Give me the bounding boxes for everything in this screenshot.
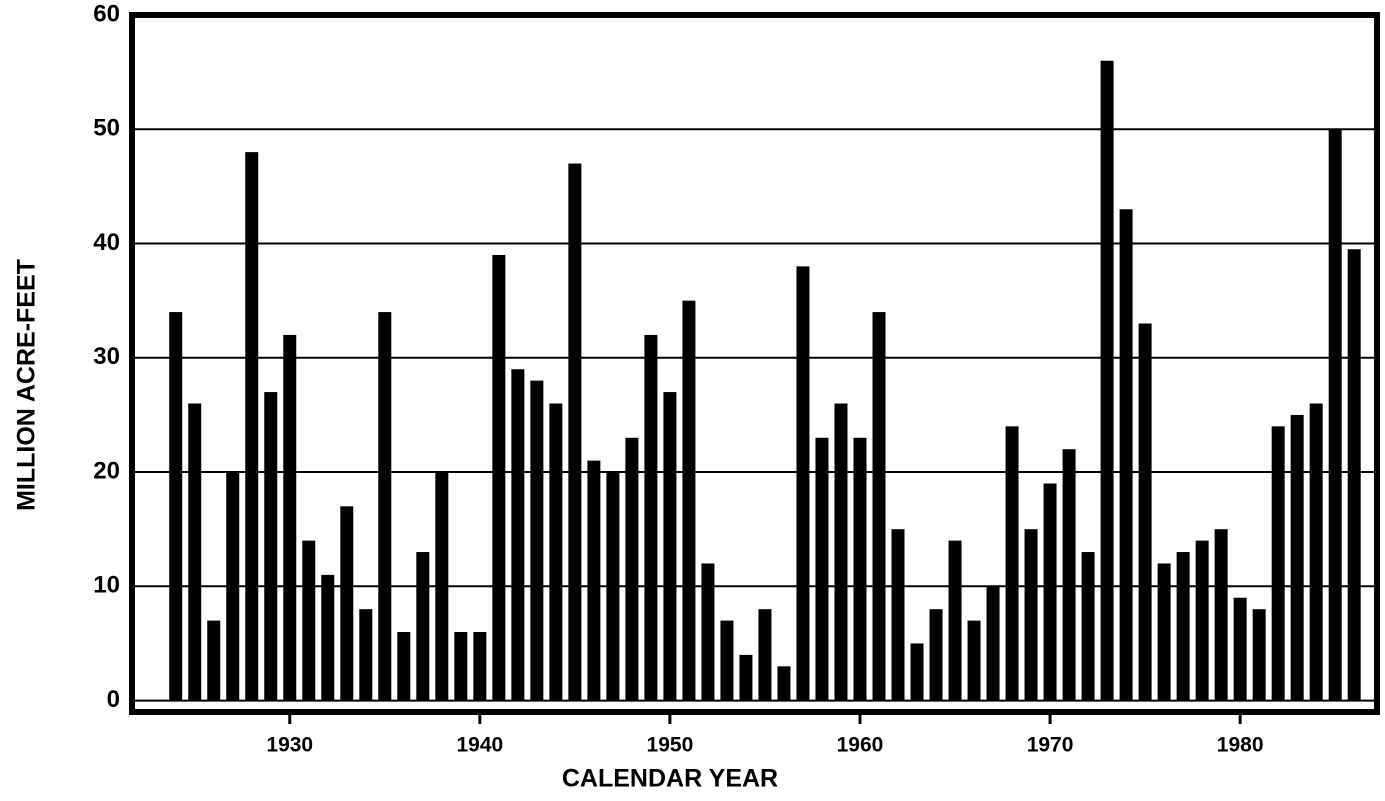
bar xyxy=(815,437,829,701)
bar xyxy=(492,254,506,701)
bar xyxy=(1252,609,1266,701)
bar xyxy=(397,632,411,701)
x-tick-label: 1940 xyxy=(456,734,503,757)
bar xyxy=(1195,540,1209,701)
bar xyxy=(1005,426,1019,701)
x-tick-label: 1930 xyxy=(266,734,313,757)
bar xyxy=(587,460,601,701)
bar xyxy=(929,609,943,701)
bar xyxy=(986,586,1000,701)
bar xyxy=(416,552,430,701)
bar xyxy=(359,609,373,701)
bar xyxy=(758,609,772,701)
bar xyxy=(207,620,221,701)
bar xyxy=(872,312,886,701)
y-axis-label: MILLION ACRE-FEET xyxy=(13,259,41,511)
bar xyxy=(454,632,468,701)
bar xyxy=(568,163,582,701)
bar xyxy=(701,563,715,701)
bar xyxy=(720,620,734,701)
bar xyxy=(663,392,677,701)
bar xyxy=(511,369,525,701)
bar xyxy=(796,266,810,701)
bar xyxy=(644,334,658,701)
bar xyxy=(226,472,240,701)
x-tick-label: 1980 xyxy=(1217,734,1264,757)
bar xyxy=(948,540,962,701)
bar xyxy=(1271,426,1285,701)
bar xyxy=(1176,552,1190,701)
bar xyxy=(188,403,202,701)
bar xyxy=(1347,249,1361,701)
bar xyxy=(853,437,867,701)
bar xyxy=(1214,529,1228,701)
bar xyxy=(739,654,753,701)
bar xyxy=(1328,129,1342,701)
bar xyxy=(910,643,924,701)
bar xyxy=(891,529,905,701)
bar xyxy=(1043,483,1057,701)
bar xyxy=(1157,563,1171,701)
x-tick-label: 1950 xyxy=(647,734,694,757)
bar xyxy=(1119,209,1133,701)
bar xyxy=(1062,449,1076,701)
bar xyxy=(1138,323,1152,701)
bar xyxy=(321,574,335,701)
bar xyxy=(1233,597,1247,701)
bar xyxy=(682,300,696,701)
bar xyxy=(245,152,259,701)
y-tick-label: 30 xyxy=(93,343,120,370)
bar xyxy=(378,312,392,701)
y-tick-label: 40 xyxy=(93,229,120,256)
y-tick-label: 10 xyxy=(93,572,120,599)
x-tick-label: 1970 xyxy=(1027,734,1074,757)
y-tick-label: 50 xyxy=(93,115,120,142)
y-tick-label: 0 xyxy=(107,686,120,713)
bar xyxy=(1081,552,1095,701)
y-tick-label: 60 xyxy=(93,0,120,27)
bar xyxy=(625,437,639,701)
bar xyxy=(1309,403,1323,701)
bar xyxy=(530,380,544,701)
bar xyxy=(302,540,316,701)
bar xyxy=(169,312,183,701)
bar xyxy=(473,632,487,701)
x-tick-label: 1960 xyxy=(837,734,884,757)
bar xyxy=(264,392,278,701)
bar xyxy=(549,403,563,701)
y-tick-label: 20 xyxy=(93,457,120,484)
bar xyxy=(967,620,981,701)
bar xyxy=(777,666,791,701)
bar xyxy=(834,403,848,701)
bar xyxy=(435,472,449,701)
x-axis-label: CALENDAR YEAR xyxy=(562,765,778,793)
bar xyxy=(283,334,297,701)
bar xyxy=(1024,529,1038,701)
bar xyxy=(1100,60,1114,701)
bar xyxy=(340,506,354,701)
bar xyxy=(606,472,620,701)
plot-frame xyxy=(129,12,1380,715)
bar xyxy=(1290,414,1304,701)
